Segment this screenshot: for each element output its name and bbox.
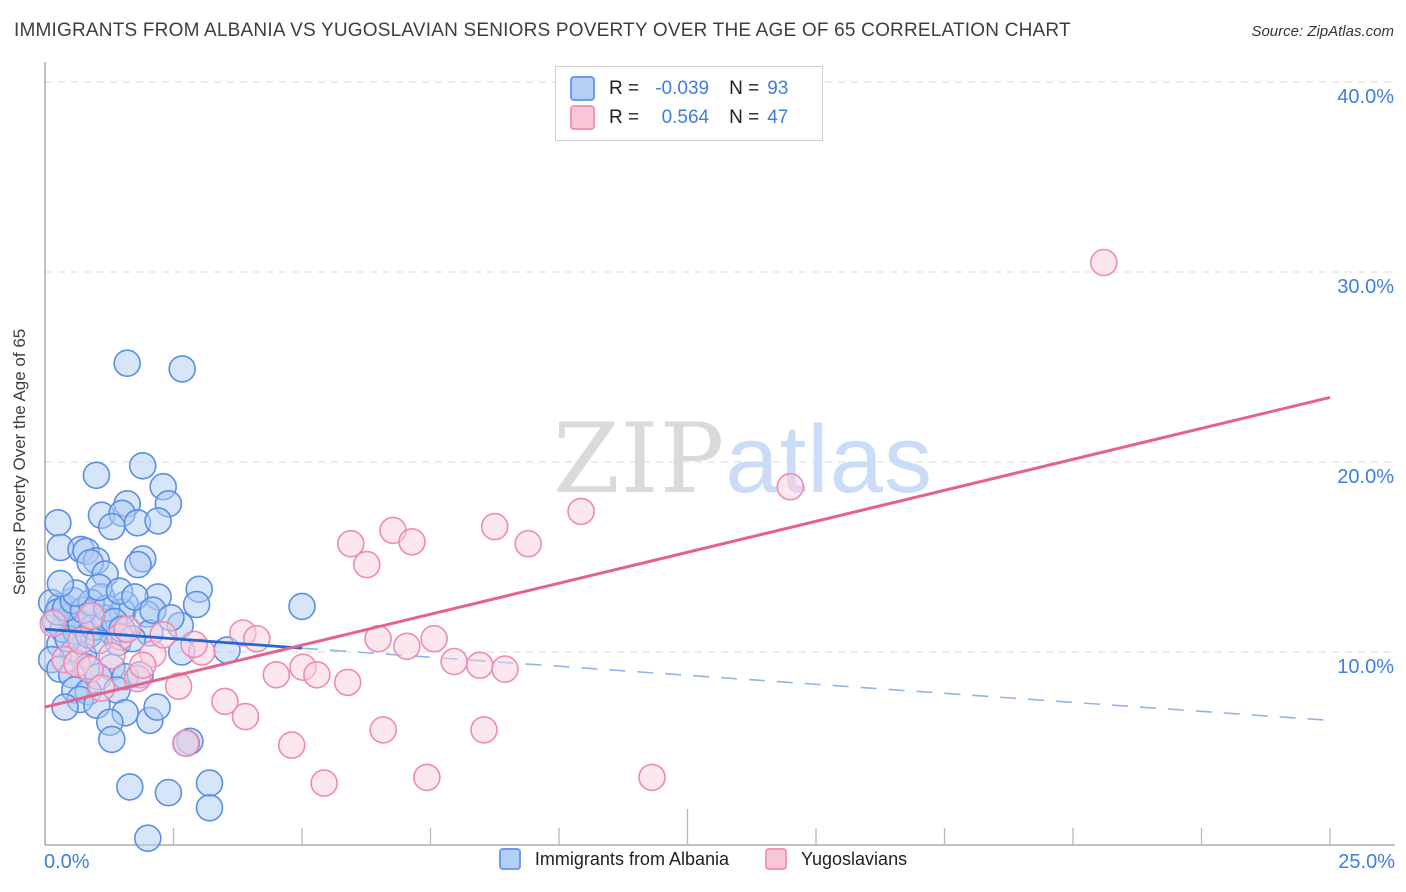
- data-point-albania[interactable]: [124, 550, 152, 579]
- albania-legend-swatch: [570, 76, 595, 101]
- data-point-yugoslavians[interactable]: [491, 655, 519, 683]
- data-point-yugoslavians[interactable]: [393, 632, 421, 661]
- n-label: N =: [729, 77, 760, 99]
- data-point-yugoslavians[interactable]: [113, 615, 141, 644]
- data-point-yugoslavians[interactable]: [164, 672, 193, 701]
- yugoslavians-legend-swatch: [570, 105, 595, 130]
- data-point-yugoslavians[interactable]: [352, 550, 381, 579]
- data-point-albania[interactable]: [154, 778, 183, 807]
- data-point-yugoslavians[interactable]: [1090, 248, 1118, 277]
- data-point-yugoslavians[interactable]: [172, 729, 200, 758]
- data-point-yugoslavians[interactable]: [413, 763, 441, 792]
- legend-row-yugoslavians: R = 0.564 N = 47: [570, 103, 810, 132]
- data-point-albania[interactable]: [82, 461, 111, 490]
- data-point-yugoslavians[interactable]: [277, 731, 306, 759]
- correlation-legend-box: R = -0.039 N = 93 R = 0.564 N = 47: [555, 66, 823, 141]
- series-legend: Immigrants from Albania Yugoslavians: [0, 848, 1406, 870]
- data-point-yugoslavians[interactable]: [333, 668, 362, 697]
- data-point-albania[interactable]: [143, 693, 171, 721]
- data-point-yugoslavians[interactable]: [303, 660, 331, 689]
- data-point-yugoslavians[interactable]: [336, 529, 365, 558]
- data-point-yugoslavians[interactable]: [514, 529, 543, 558]
- data-point-albania[interactable]: [113, 349, 141, 378]
- data-point-yugoslavians[interactable]: [470, 716, 498, 744]
- data-point-yugoslavians[interactable]: [242, 624, 271, 653]
- y-tick-label: 10.0%: [1337, 656, 1394, 678]
- data-point-albania[interactable]: [98, 512, 126, 541]
- albania-trend-line: [44, 627, 303, 650]
- yugoslavians-series-swatch: [765, 848, 787, 870]
- data-point-yugoslavians[interactable]: [77, 602, 106, 630]
- data-point-albania[interactable]: [195, 793, 224, 822]
- data-point-albania[interactable]: [144, 507, 172, 535]
- yugoslavians-series-label: Yugoslavians: [801, 848, 908, 869]
- data-point-yugoslavians[interactable]: [465, 651, 494, 680]
- x-axis-min-label: 0.0%: [44, 851, 90, 873]
- albania-series-label: Immigrants from Albania: [534, 848, 729, 869]
- y-tick-label: 40.0%: [1337, 86, 1394, 108]
- data-point-albania[interactable]: [116, 773, 144, 801]
- yugoslavians-trend-line: [44, 395, 1331, 709]
- data-point-yugoslavians[interactable]: [262, 660, 291, 689]
- data-point-albania[interactable]: [168, 355, 196, 383]
- source-attribution: Source: ZipAtlas.com: [1251, 23, 1394, 40]
- x-axis-max-label: 25.0%: [1338, 851, 1395, 873]
- data-point-yugoslavians[interactable]: [98, 641, 126, 670]
- data-point-albania[interactable]: [98, 725, 126, 754]
- data-point-albania[interactable]: [134, 824, 162, 853]
- zipatlas-watermark: ZIPatlas: [553, 403, 933, 515]
- r-label: R =: [609, 77, 640, 99]
- data-point-yugoslavians[interactable]: [231, 702, 260, 731]
- legend-item-albania: Immigrants from Albania: [498, 848, 729, 870]
- data-point-albania[interactable]: [46, 569, 75, 598]
- data-point-yugoslavians[interactable]: [149, 621, 177, 649]
- data-point-yugoslavians[interactable]: [369, 716, 398, 744]
- legend-row-albania: R = -0.039 N = 93: [570, 74, 810, 103]
- y-axis-label: Seniors Poverty Over the Age of 65: [10, 328, 29, 596]
- data-point-yugoslavians[interactable]: [420, 624, 448, 653]
- legend-item-yugoslavians: Yugoslavians: [765, 848, 907, 870]
- n-value-albania: 93: [767, 77, 789, 99]
- data-point-yugoslavians[interactable]: [440, 647, 468, 676]
- data-point-yugoslavians[interactable]: [128, 651, 157, 680]
- data-point-albania[interactable]: [128, 451, 157, 480]
- data-point-albania[interactable]: [288, 592, 316, 621]
- r-label: R =: [609, 106, 640, 128]
- data-point-albania[interactable]: [51, 693, 79, 721]
- data-point-yugoslavians[interactable]: [480, 512, 509, 541]
- page-title: IMMIGRANTS FROM ALBANIA VS YUGOSLAVIAN S…: [14, 20, 1071, 41]
- data-point-yugoslavians[interactable]: [180, 630, 208, 659]
- data-point-yugoslavians[interactable]: [567, 497, 595, 526]
- data-point-yugoslavians[interactable]: [67, 626, 95, 655]
- y-tick-label: 30.0%: [1337, 276, 1394, 298]
- n-label: N =: [729, 106, 760, 128]
- data-point-yugoslavians[interactable]: [638, 763, 666, 792]
- r-value-yugoslavians: 0.564: [661, 106, 710, 128]
- data-point-albania[interactable]: [44, 508, 72, 537]
- n-value-yugoslavians: 47: [767, 106, 789, 128]
- data-point-yugoslavians[interactable]: [211, 687, 239, 716]
- r-value-albania: -0.039: [655, 77, 710, 99]
- data-point-albania[interactable]: [182, 590, 211, 619]
- data-point-yugoslavians[interactable]: [776, 472, 805, 501]
- data-point-yugoslavians[interactable]: [398, 527, 426, 556]
- y-tick-label: 20.0%: [1337, 466, 1394, 488]
- data-point-albania[interactable]: [195, 769, 224, 797]
- data-point-yugoslavians[interactable]: [39, 609, 68, 638]
- albania-series-swatch: [498, 848, 521, 870]
- data-point-yugoslavians[interactable]: [310, 769, 338, 797]
